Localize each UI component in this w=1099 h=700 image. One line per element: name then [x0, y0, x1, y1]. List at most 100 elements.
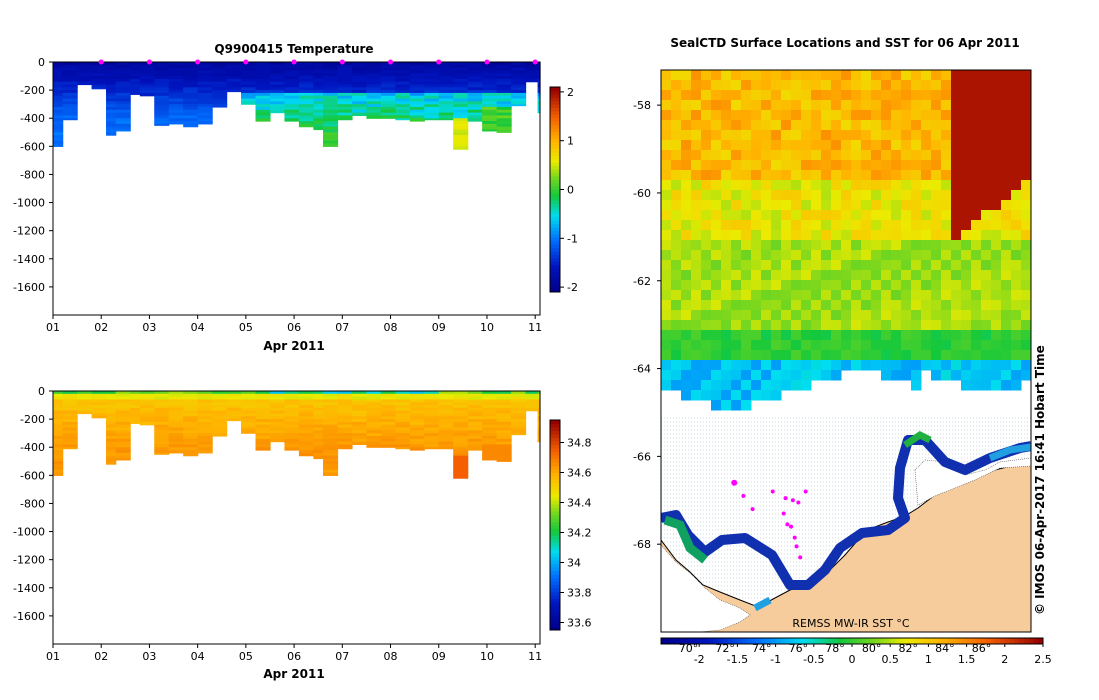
section-cell — [380, 104, 396, 108]
section-cell — [298, 391, 314, 395]
sst-cell — [711, 250, 722, 261]
section-cell — [197, 399, 213, 403]
sst-cell — [1001, 150, 1012, 161]
section-cell — [313, 433, 324, 437]
sst-cell — [761, 370, 772, 381]
section-cell — [366, 413, 382, 417]
sst-cell — [891, 210, 902, 221]
sst-cell — [711, 390, 722, 401]
sst-cell — [821, 120, 832, 131]
section-cell — [284, 421, 300, 426]
section-cell — [298, 106, 314, 111]
sst-cell — [771, 160, 782, 171]
section-cell — [284, 430, 300, 434]
sst-cell — [701, 90, 712, 101]
section-cell — [482, 410, 498, 415]
section-cell — [168, 81, 184, 86]
section-cell — [106, 416, 117, 420]
sst-cell — [751, 320, 762, 331]
seal-position — [792, 535, 797, 540]
section-cell — [241, 427, 257, 431]
section-cell — [482, 112, 498, 117]
sst-cell — [751, 160, 762, 171]
section-cell — [212, 396, 228, 401]
sst-cell — [921, 270, 932, 281]
sst-cell — [811, 330, 822, 341]
section-cell — [337, 104, 353, 108]
sst-cell — [881, 350, 892, 361]
sst-cell — [801, 380, 812, 391]
section-cell — [168, 430, 184, 434]
section-cell — [496, 129, 512, 133]
section-cell — [482, 407, 498, 412]
sst-cell — [971, 370, 982, 381]
section-cell — [337, 109, 353, 114]
section-cell — [409, 435, 425, 440]
section-cell — [366, 393, 382, 398]
sst-cell — [781, 290, 792, 301]
section-cell — [424, 441, 440, 446]
sst-colorbar-segment — [937, 638, 944, 644]
sst-cell — [941, 220, 952, 231]
sst-cell — [861, 100, 872, 111]
sst-cell — [961, 230, 972, 241]
sst-cell — [871, 280, 882, 291]
section-cell — [323, 143, 339, 147]
colorbar-segment — [550, 493, 560, 498]
sst-cell — [801, 210, 812, 221]
section-cell — [106, 444, 117, 448]
coastal-sst-band-green-east — [903, 430, 932, 448]
section-cell — [269, 67, 286, 72]
section-cell — [453, 123, 469, 128]
section-cell — [496, 430, 512, 434]
sst-cell — [941, 310, 952, 321]
colorbar-segment — [550, 514, 560, 519]
section-cell — [496, 70, 512, 74]
sst-cell — [841, 240, 852, 251]
section-cell — [139, 76, 155, 80]
sst-cell — [841, 130, 852, 141]
sst-cell — [851, 190, 862, 201]
section-cell — [53, 464, 64, 468]
section-cell — [53, 433, 64, 437]
section-cell — [409, 118, 425, 122]
sst-cell — [821, 310, 832, 321]
sst-cell — [991, 150, 1002, 161]
sst-cell — [961, 170, 972, 181]
section-cell — [284, 391, 300, 395]
sst-cell — [941, 200, 952, 211]
sst-cell — [941, 360, 952, 371]
sst-cell — [711, 180, 722, 191]
sst-cell — [731, 200, 742, 211]
section-cell — [255, 112, 271, 117]
section-cell — [255, 109, 271, 114]
section-cell — [351, 421, 368, 426]
sst-cell — [681, 340, 692, 351]
section-cell — [453, 78, 469, 83]
section-cell — [337, 410, 353, 415]
sst-cell — [781, 100, 792, 111]
sst-cell — [781, 230, 792, 241]
sst-cell — [951, 170, 962, 181]
sst-cell — [991, 70, 1002, 81]
sst-cell — [741, 280, 752, 291]
y-tick-label: 0 — [38, 56, 45, 69]
section-cell — [212, 430, 228, 434]
section-cell — [453, 433, 469, 437]
sst-colorbar-segment — [751, 638, 757, 644]
sst-cell — [691, 250, 702, 261]
sst-cell — [701, 300, 712, 311]
section-cell — [453, 118, 469, 122]
sst-cell — [711, 400, 722, 411]
sst-cell — [671, 270, 682, 281]
colorbar-segment — [550, 490, 560, 494]
section-cell — [453, 70, 469, 74]
section-cell — [313, 405, 324, 409]
section-cell — [453, 402, 469, 406]
sst-colorbar-segment — [875, 638, 882, 644]
sst-colorbar-segment — [923, 638, 929, 644]
sst-cell — [911, 120, 922, 131]
sst-cell — [931, 240, 942, 251]
section-cell — [496, 438, 512, 443]
sst-cell — [971, 100, 982, 111]
